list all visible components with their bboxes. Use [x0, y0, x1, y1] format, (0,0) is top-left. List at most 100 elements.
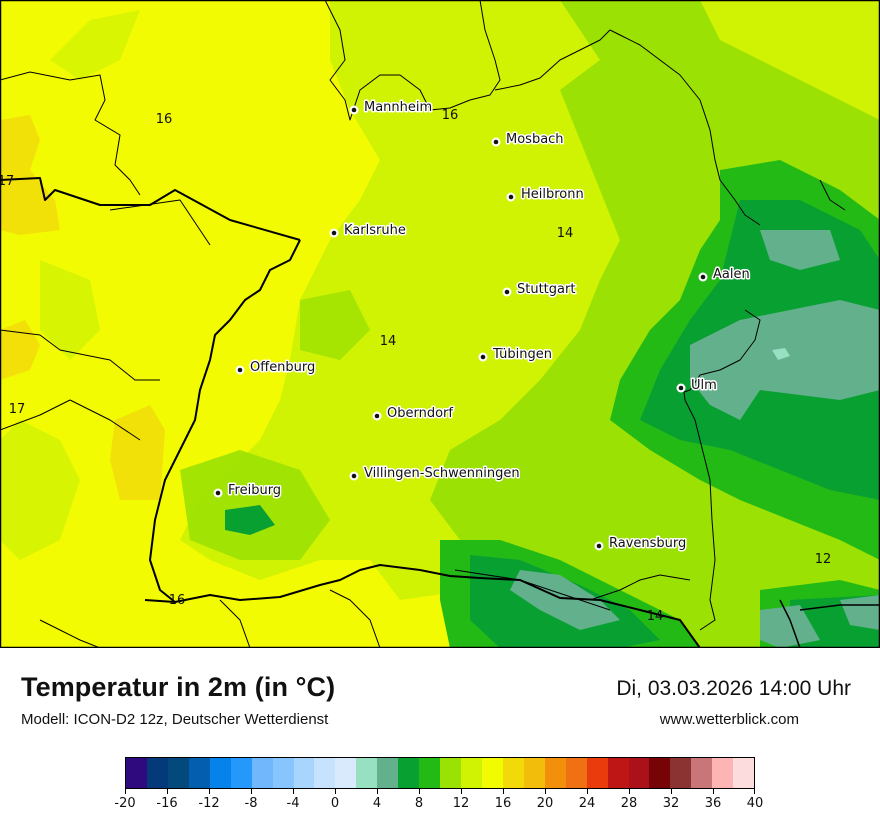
contour-label: 14 — [380, 334, 397, 349]
model-subtitle: Modell: ICON-D2 12z, Deutscher Wetterdie… — [21, 711, 329, 728]
city-freiburg: Freiburg — [213, 482, 283, 500]
colorbar-tick-label: 8 — [414, 796, 424, 811]
colorbar-segment — [356, 758, 378, 788]
colorbar-segment — [733, 758, 755, 788]
colorbar-segment — [586, 758, 608, 788]
colorbar-tick — [754, 789, 755, 794]
colorbar-tick — [545, 789, 546, 794]
colorbar-segment — [251, 758, 273, 788]
contour-label: 16 — [169, 593, 186, 608]
contour-label: 17 — [0, 174, 14, 189]
city-karlsruhe: Karlsruhe — [329, 222, 407, 240]
colorbar-segment — [335, 758, 357, 788]
city-aalen: Aalen — [698, 266, 751, 284]
colorbar-tick-label: 0 — [330, 796, 340, 811]
city-label: Mosbach — [506, 132, 564, 147]
colorbar-segment — [670, 758, 692, 788]
city-label: Ulm — [691, 378, 717, 393]
colorbar-tick — [209, 789, 210, 794]
colorbar-segment — [481, 758, 503, 788]
city-villingen-schwenningen: Villingen-Schwenningen — [349, 465, 521, 483]
colorbar-segment — [188, 758, 210, 788]
contour-label: 12 — [815, 552, 832, 567]
colorbar-segment — [544, 758, 566, 788]
colorbar-segment — [502, 758, 524, 788]
city-stuttgart: Stuttgart — [502, 281, 577, 299]
colorbar-segment — [607, 758, 629, 788]
city-label: Villingen-Schwenningen — [364, 466, 520, 481]
contour-label: 14 — [647, 609, 664, 624]
city-label: Offenburg — [250, 360, 315, 375]
colorbar-tick-label: 24 — [578, 796, 596, 811]
colorbar-tick-label: 16 — [494, 796, 512, 811]
colorbar-tick-label: -4 — [286, 796, 300, 811]
city-t-bingen: Tübingen — [478, 346, 554, 364]
colorbar-segment — [523, 758, 545, 788]
city-oberndorf: Oberndorf — [372, 405, 455, 423]
contour-label: 16 — [442, 108, 459, 123]
colorbar-tick — [377, 789, 378, 794]
colorbar-segment — [440, 758, 461, 788]
colorbar-segment — [146, 758, 168, 788]
forecast-datetime: Di, 03.03.2026 14:00 Uhr — [616, 677, 851, 700]
city-heilbronn: Heilbronn — [506, 186, 585, 204]
city-label: Heilbronn — [521, 187, 584, 202]
colorbar-tick — [503, 789, 504, 794]
city-label: Freiburg — [228, 483, 281, 498]
colorbar-segment — [377, 758, 399, 788]
colorbar-segment — [272, 758, 294, 788]
city-label: Karlsruhe — [344, 223, 406, 238]
colorbar-segment — [691, 758, 713, 788]
colorbar-tick-label: 32 — [662, 796, 680, 811]
colorbar-tick — [629, 789, 630, 794]
colorbar-tick-label: -12 — [198, 796, 220, 811]
colorbar-tick-label: 4 — [372, 796, 382, 811]
city-label: Stuttgart — [517, 282, 575, 297]
contour-label: 17 — [9, 402, 26, 417]
colorbar-segment — [293, 758, 315, 788]
colorbar-segment — [628, 758, 650, 788]
colorbar-tick — [713, 789, 714, 794]
contour-label: 16 — [156, 112, 173, 127]
colorbar-tick — [125, 789, 126, 794]
colorbar-tick-label: -8 — [244, 796, 258, 811]
colorbar-tick — [461, 789, 462, 794]
colorbar-tick-label: -20 — [114, 796, 136, 811]
colorbar-segment — [398, 758, 420, 788]
colorbar-tick — [587, 789, 588, 794]
city-label: Tübingen — [492, 347, 552, 362]
city-markers: Mannheim Mosbach Heilbronn Karlsruhe Aalen St… — [213, 99, 751, 553]
city-mosbach: Mosbach — [491, 131, 565, 149]
map-canvas: 16 17 16 14 14 17 16 14 12 Mannheim Mosbach Heilbr… — [0, 0, 880, 648]
colorbar-ticks: -20 -16 -12 -8 -4 0 4 8 12 16 20 24 28 32 36 40 — [114, 789, 763, 819]
colorbar-tick-label: 20 — [536, 796, 554, 811]
colorbar-tick — [671, 789, 672, 794]
colorbar-segment — [209, 758, 231, 788]
colorbar-segment — [126, 758, 147, 788]
colorbar-segment — [649, 758, 671, 788]
city-mannheim: Mannheim — [349, 99, 434, 117]
city-label: Mannheim — [364, 100, 432, 115]
colorbar-segment — [712, 758, 734, 788]
colorbar-tick — [293, 789, 294, 794]
city-label: Ravensburg — [609, 536, 686, 551]
colorbar-tick-label: 36 — [704, 796, 722, 811]
colorbar-tick — [335, 789, 336, 794]
contour-labels: 16 17 16 14 14 17 16 14 12 — [0, 108, 831, 624]
city-ravensburg: Ravensburg — [594, 535, 688, 553]
colorbar-tick — [167, 789, 168, 794]
colorbar-tick — [419, 789, 420, 794]
colorbar-segment — [230, 758, 252, 788]
colorbar-segment — [167, 758, 189, 788]
colorbar-segment — [419, 758, 441, 788]
city-label: Oberndorf — [387, 406, 453, 421]
city-offenburg: Offenburg — [235, 359, 317, 377]
colorbar-tick-label: 28 — [620, 796, 638, 811]
colorbar-segment — [461, 758, 482, 788]
temperature-map[interactable]: 16 17 16 14 14 17 16 14 12 Mannheim Mosbach Heilbr… — [0, 0, 880, 648]
colorbar-tick — [251, 789, 252, 794]
contour-label: 14 — [557, 226, 574, 241]
colorbar-tick-label: -16 — [156, 796, 178, 811]
website-link[interactable]: www.wetterblick.com — [659, 711, 799, 728]
temperature-colorbar — [125, 757, 755, 789]
